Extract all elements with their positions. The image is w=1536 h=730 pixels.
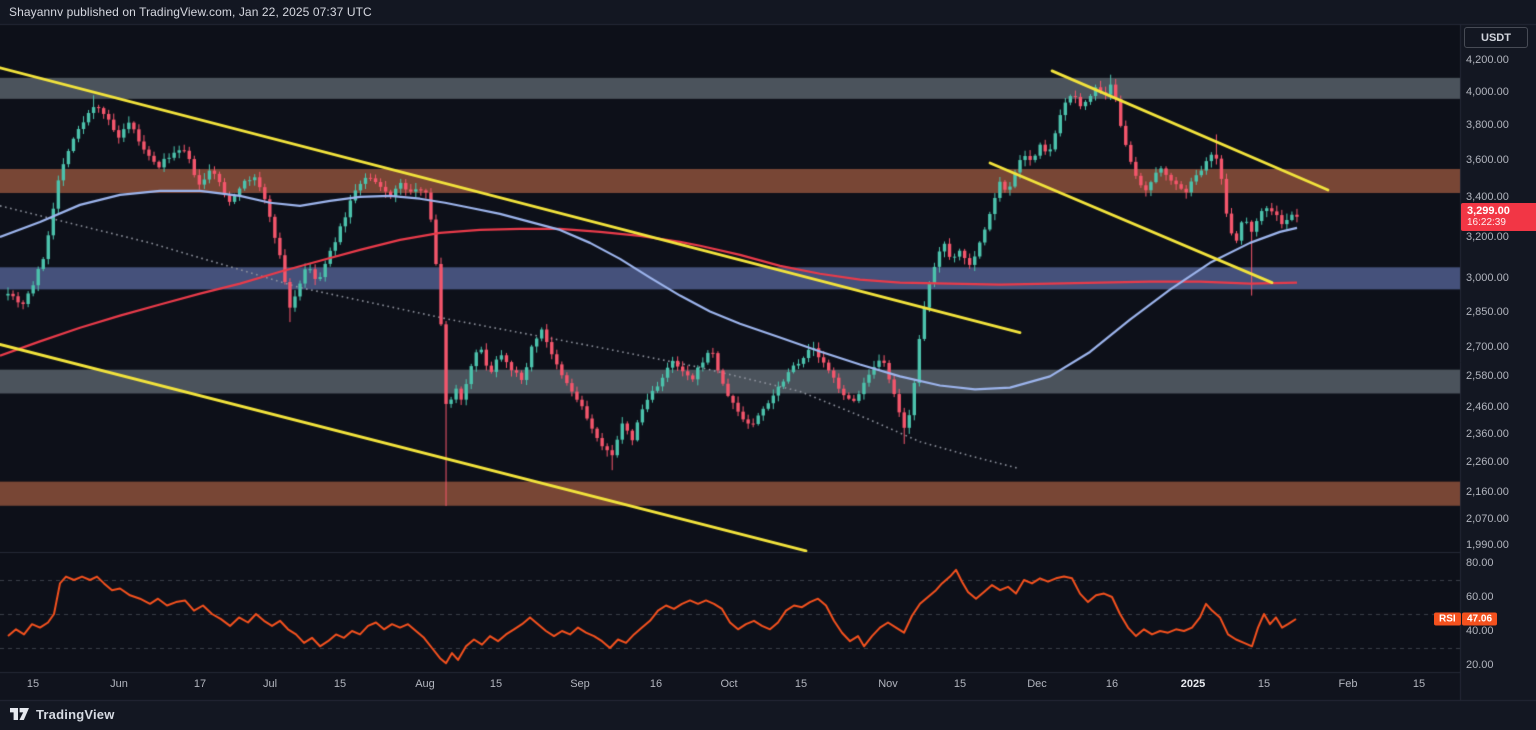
- header-attribution: Shayannv published on TradingView.com, J…: [9, 5, 372, 19]
- quote-currency-chip: USDT: [1464, 27, 1528, 48]
- last-price-value: 3,299.00: [1467, 205, 1510, 217]
- tradingview-brand-text: TradingView: [36, 706, 115, 722]
- price-axis-tick: 4,200.00: [1466, 53, 1509, 66]
- time-axis-tick: 16: [649, 678, 663, 690]
- time-axis-tick: Sep: [570, 678, 590, 690]
- price-axis-tick: 3,600.00: [1466, 154, 1509, 167]
- countdown-timer: 16:22:39: [1467, 217, 1506, 228]
- time-axis-tick: 15: [794, 678, 808, 690]
- rsi-axis-tick: 40.00: [1466, 625, 1494, 637]
- time-axis-tick: 16: [1105, 678, 1119, 690]
- time-axis-tick: Nov: [878, 678, 898, 690]
- price-axis-tick: 4,000.00: [1466, 85, 1509, 98]
- time-axis-tick: Feb: [1338, 678, 1358, 690]
- tradingview-logo-icon: [10, 708, 29, 720]
- price-axis-tick: 3,800.00: [1466, 118, 1509, 131]
- time-axis-tick: Oct: [720, 678, 738, 690]
- price-axis-tick: 3,400.00: [1466, 191, 1509, 204]
- price-axis-tick: 3,200.00: [1466, 230, 1509, 243]
- time-axis-tick: Jun: [110, 678, 128, 690]
- price-axis-tick: 2,260.00: [1466, 456, 1509, 469]
- rsi-axis-tick: 80.00: [1466, 557, 1494, 569]
- tradingview-brand-link[interactable]: TradingView: [10, 706, 115, 722]
- time-axis-tick: 15: [333, 678, 347, 690]
- time-axis-tick: 17: [193, 678, 207, 690]
- last-price-badge: 3,299.00 16:22:39: [1461, 203, 1536, 231]
- rsi-value-chip: 47.06: [1462, 612, 1498, 626]
- time-axis-tick: Jul: [262, 678, 278, 690]
- price-axis-tick: 2,700.00: [1466, 340, 1509, 353]
- rsi-axis-tick: 20.00: [1466, 659, 1494, 671]
- time-axis-tick: 15: [1257, 678, 1271, 690]
- time-axis-tick: 2025: [1180, 678, 1206, 690]
- price-axis-tick: 3,000.00: [1466, 272, 1509, 285]
- time-axis-tick: 15: [26, 678, 40, 690]
- price-axis-tick: 2,160.00: [1466, 485, 1509, 498]
- price-axis-tick: 2,460.00: [1466, 401, 1509, 414]
- time-axis-tick: Dec: [1027, 678, 1047, 690]
- rsi-label-chip: RSI: [1434, 612, 1461, 626]
- price-axis-tick: 1,990.00: [1466, 539, 1509, 551]
- price-axis-tick: 2,070.00: [1466, 513, 1509, 526]
- rsi-axis-tick: 60.00: [1466, 591, 1494, 603]
- price-axis-tick: 2,360.00: [1466, 428, 1509, 441]
- price-axis-tick: 2,580.00: [1466, 370, 1509, 383]
- time-axis-tick: Aug: [415, 678, 435, 690]
- time-axis-tick: 15: [489, 678, 503, 690]
- time-axis-tick: 15: [953, 678, 967, 690]
- time-axis-tick: 15: [1412, 678, 1426, 690]
- price-axis-tick: 2,850.00: [1466, 305, 1509, 318]
